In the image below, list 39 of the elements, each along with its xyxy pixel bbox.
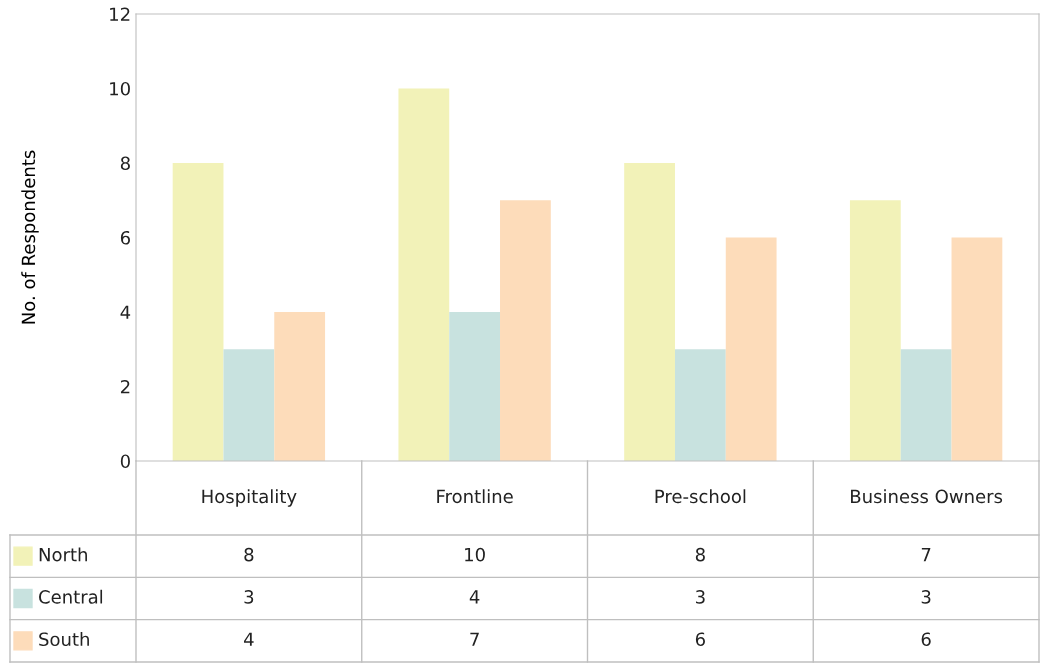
legend-label: North <box>39 547 87 562</box>
data-label: 10 <box>465 547 485 562</box>
bar <box>172 163 224 461</box>
y-tick-label: 6 <box>120 230 130 245</box>
y-tick-label: 2 <box>120 379 130 394</box>
y-tick-label: 8 <box>120 156 130 171</box>
data-label: 3 <box>244 590 254 604</box>
y-tick-label: 4 <box>120 305 131 319</box>
bar <box>500 200 551 461</box>
bar <box>398 88 450 461</box>
data-label: 3 <box>921 590 931 604</box>
data-label: 7 <box>921 547 931 562</box>
x-tick-label: Pre-school <box>655 489 746 504</box>
data-label: 7 <box>470 632 479 646</box>
bar <box>449 312 501 461</box>
data-label: 6 <box>921 632 931 647</box>
y-tick-label: 10 <box>110 81 130 96</box>
y-tick-label: 0 <box>120 454 130 469</box>
bar <box>725 237 777 461</box>
legend-label: South <box>39 632 89 647</box>
legend-label: Central <box>39 589 103 604</box>
data-label: 4 <box>469 590 480 604</box>
data-label: 6 <box>695 632 705 647</box>
data-label: 8 <box>695 547 705 562</box>
x-tick-label: Business Owners <box>851 489 1003 504</box>
data-label: 3 <box>696 590 705 604</box>
y-tick-label: 12 <box>110 7 130 21</box>
bar <box>951 237 1003 461</box>
bar <box>223 349 275 461</box>
x-tick-label: Hospitality <box>202 489 297 507</box>
bar <box>849 200 901 461</box>
data-label: 4 <box>244 632 254 646</box>
bar <box>900 349 952 461</box>
data-label: 8 <box>244 547 254 562</box>
bar <box>624 163 675 461</box>
bar <box>274 312 326 461</box>
x-tick-label: Frontline <box>437 489 513 504</box>
bar <box>674 349 726 461</box>
y-axis-title: No. of Respondents <box>21 150 39 324</box>
